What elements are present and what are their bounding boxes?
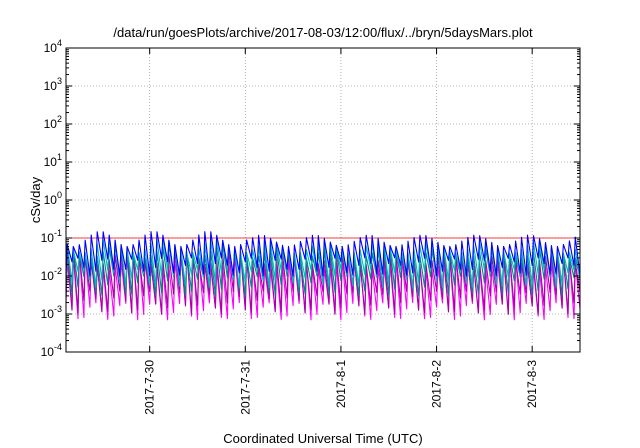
series-group bbox=[65, 231, 581, 321]
x-tick-label: 2017-8-3 bbox=[525, 360, 539, 408]
x-axis: 2017-7-30 2017-7-31 2017-8-1 2017-8-2 2017-8… bbox=[143, 48, 539, 415]
y-axis: 104 103 102 101 100 10-1 10-2 10-3 10-4 bbox=[41, 38, 580, 359]
y-tick-label: 10-1 bbox=[41, 228, 62, 245]
chart-title: /data/run/goesPlots/archive/2017-08-03/1… bbox=[113, 25, 533, 40]
x-axis-label: Coordinated Universal Time (UTC) bbox=[223, 431, 422, 446]
y-tick-label: 104 bbox=[44, 38, 62, 55]
x-tick-label: 2017-7-30 bbox=[143, 360, 157, 415]
x-tick-label: 2017-7-31 bbox=[238, 360, 252, 415]
y-tick-label: 10-2 bbox=[41, 266, 62, 283]
series-line bbox=[65, 231, 581, 277]
y-tick-label: 10-4 bbox=[41, 342, 62, 359]
x-tick-label: 2017-8-1 bbox=[334, 360, 348, 408]
y-tick-label: 10-3 bbox=[41, 304, 62, 321]
y-axis-label: cSv/day bbox=[28, 176, 43, 223]
y-tick-label: 103 bbox=[44, 76, 62, 93]
x-tick-label: 2017-8-2 bbox=[430, 360, 444, 408]
y-tick-label: 102 bbox=[44, 114, 62, 131]
y-tick-label: 101 bbox=[44, 152, 62, 169]
y-tick-label: 100 bbox=[44, 190, 62, 207]
